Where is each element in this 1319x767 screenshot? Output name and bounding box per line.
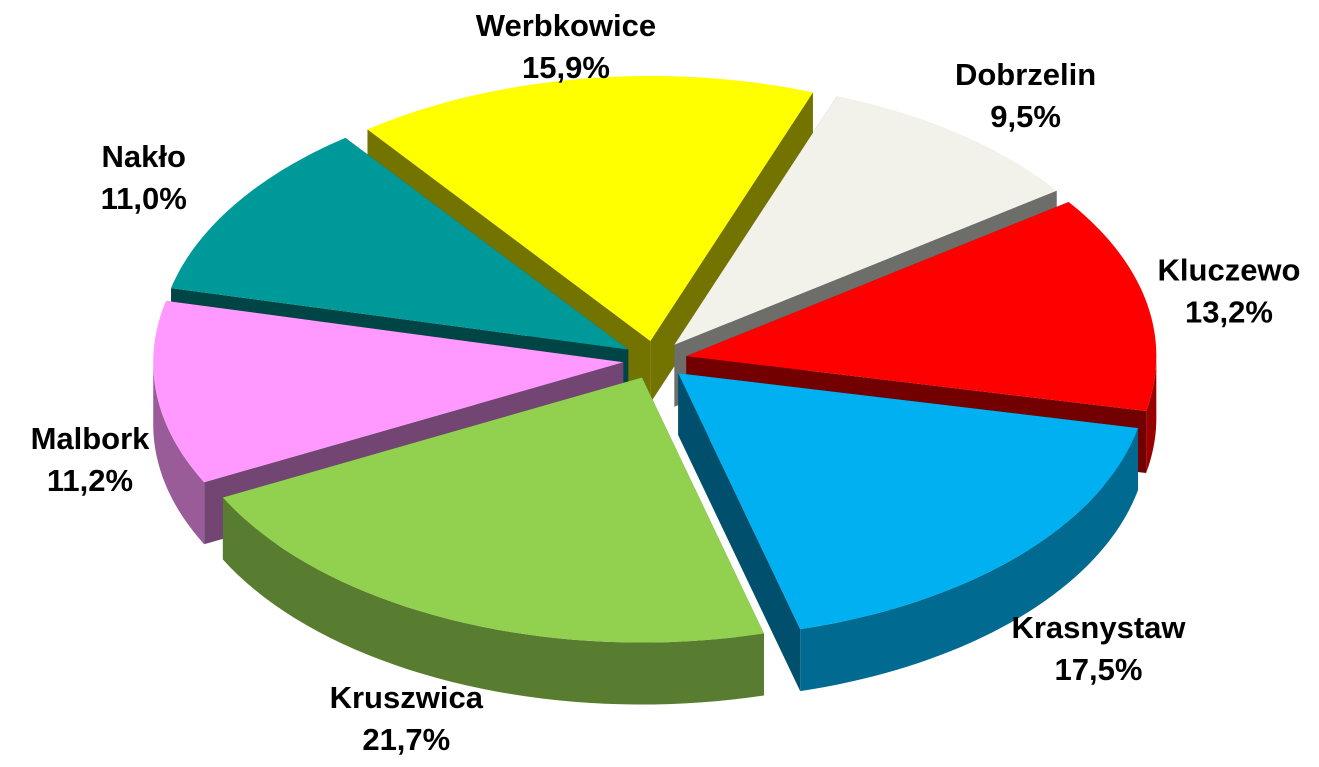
slice-label: Nakło [102,139,186,174]
slice [686,201,1157,411]
slice-value-label: 15,9% [522,50,610,85]
slice-value-label: 17,5% [1055,652,1143,687]
slice-side [153,362,205,545]
slice-label: Dobrzelin [955,57,1096,92]
slice [171,137,629,350]
slice [674,96,1057,345]
slice [222,377,764,643]
slice [367,76,813,342]
slice-value-label: 21,7% [362,722,450,757]
slice-label: Werbkowice [476,8,656,43]
slice-value-label: 11,2% [47,463,133,498]
slice [153,300,624,483]
slice [678,373,1139,630]
slice-label: Kluczewo [1158,252,1301,287]
slice-side [1146,356,1157,473]
slice-label: Krasnystaw [1011,610,1186,645]
slice-label: Kruszwica [330,680,484,715]
slice-side [222,497,764,705]
slice-value-label: 13,2% [1185,294,1273,329]
slice-label: Malbork [31,421,151,456]
slice-value-label: 9,5% [990,99,1061,134]
slice-side [800,428,1139,692]
slice-value-label: 11,0% [101,181,187,216]
slice-face [678,373,801,692]
